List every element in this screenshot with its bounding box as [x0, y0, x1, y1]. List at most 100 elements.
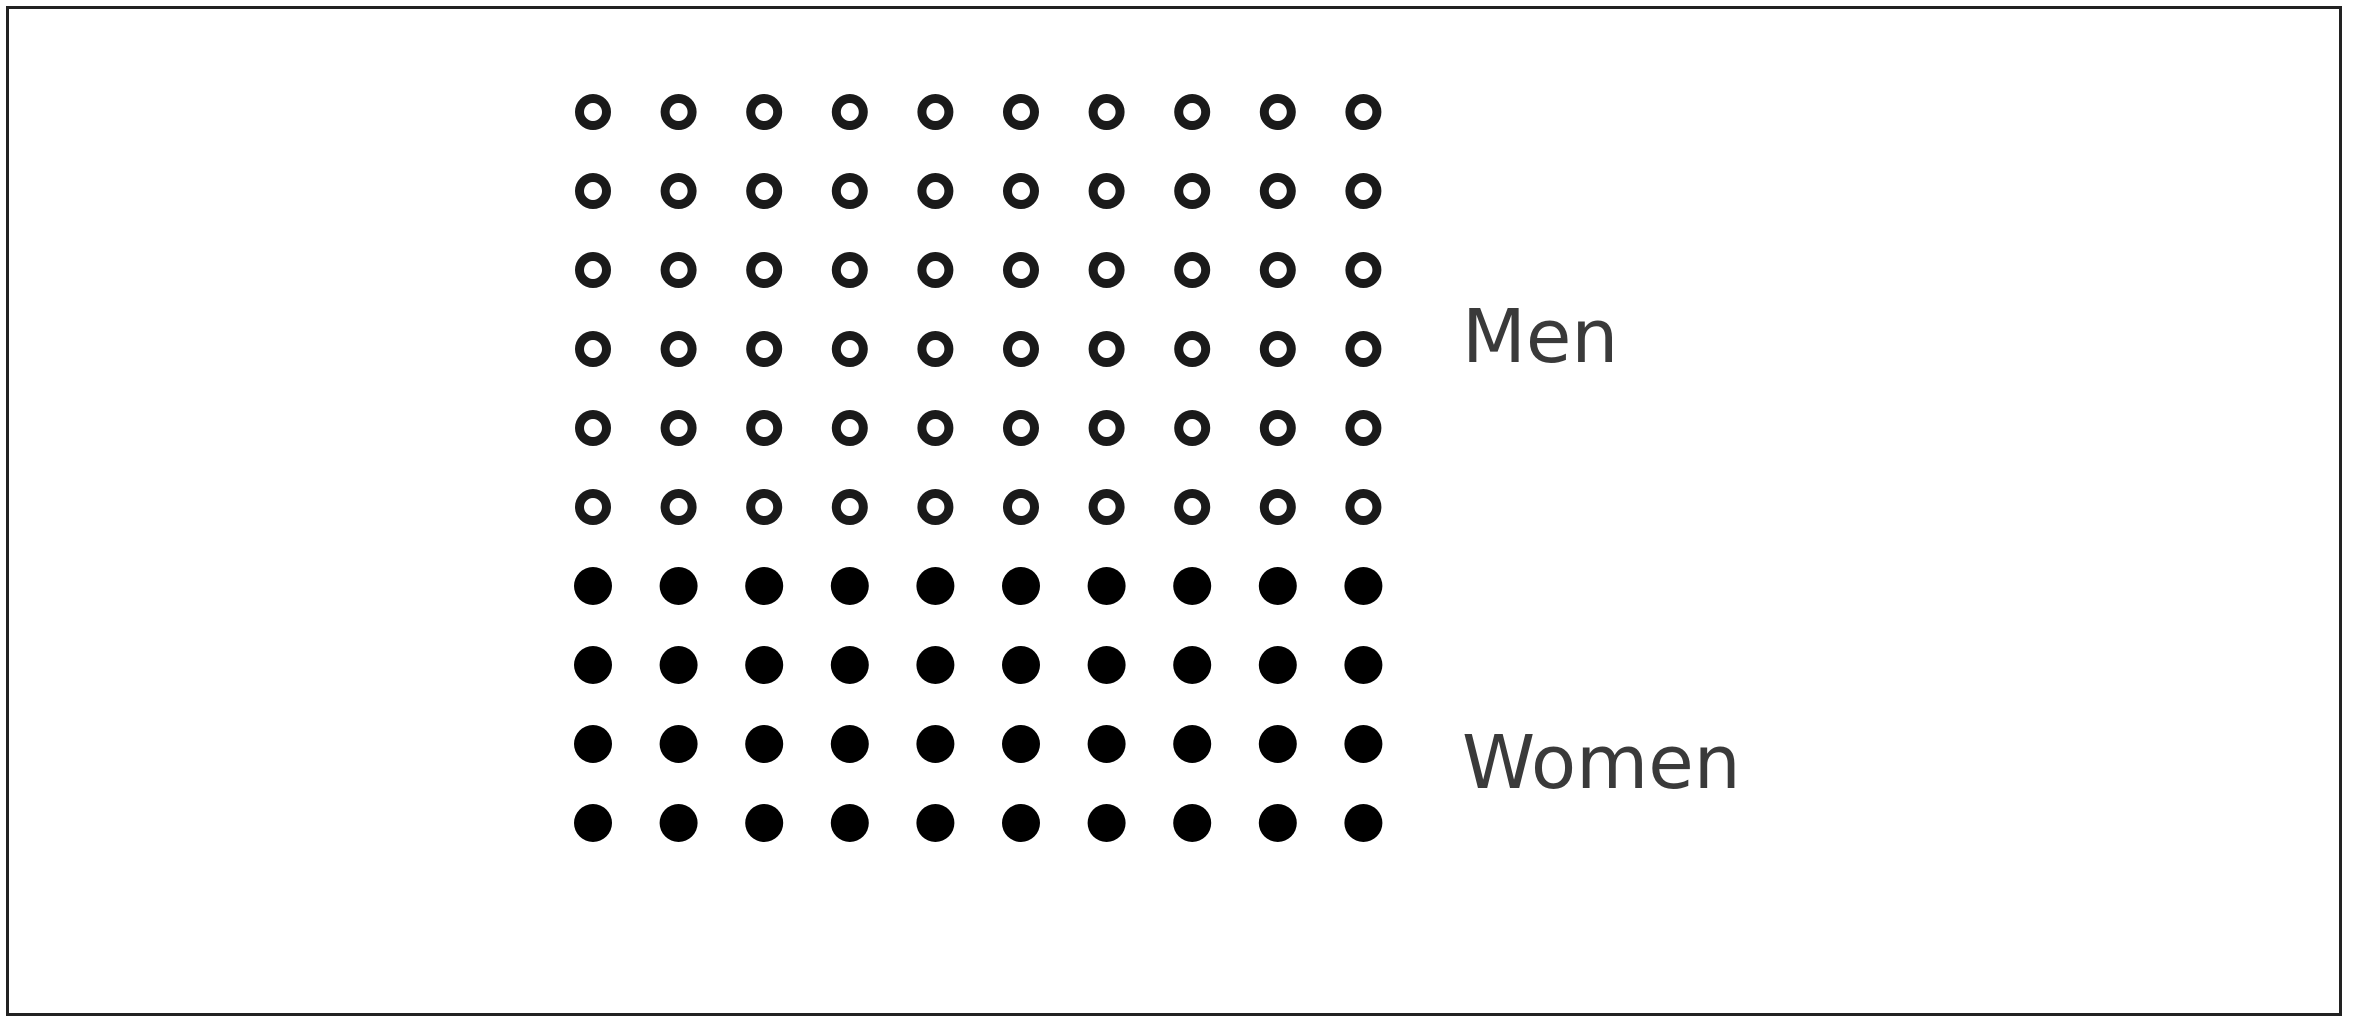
dot-women-r10-c7: [1087, 804, 1126, 842]
dot-women-r7-c5: [916, 567, 955, 605]
dot-women-r8-c8: [1173, 646, 1212, 684]
dot-men-r5-c2: [660, 410, 697, 446]
dot-women-r7-c6: [1002, 567, 1040, 605]
dot-men-r3-c3: [746, 252, 783, 288]
dot-women-r9-c9: [1258, 725, 1297, 763]
dot-women-r8-c3: [745, 646, 784, 684]
dot-men-r3-c5: [917, 252, 954, 288]
dot-men-r6-c7: [1088, 489, 1125, 525]
dot-men-r2-c6: [1003, 173, 1039, 209]
dot-women-r10-c4: [830, 804, 869, 842]
dot-men-r3-c6: [1003, 252, 1039, 288]
dot-men-r3-c8: [1174, 252, 1211, 288]
dot-men-r4-c2: [660, 331, 697, 367]
dot-women-r10-c9: [1258, 804, 1297, 842]
dot-men-r6-c10: [1345, 489, 1382, 525]
dot-men-r3-c10: [1345, 252, 1382, 288]
dot-men-r1-c3: [746, 94, 783, 130]
dot-women-r8-c10: [1344, 646, 1383, 684]
dot-women-r7-c1: [574, 567, 612, 605]
dot-women-r8-c1: [574, 646, 612, 684]
legend-label-men: Men: [1462, 294, 1618, 380]
dot-men-r6-c2: [660, 489, 697, 525]
dot-women-r9-c7: [1087, 725, 1126, 763]
dot-women-r9-c1: [574, 725, 612, 763]
dot-men-r5-c5: [917, 410, 954, 446]
dot-men-r1-c1: [575, 94, 611, 130]
dot-men-r2-c9: [1259, 173, 1296, 209]
dot-women-r9-c5: [916, 725, 955, 763]
dot-women-r10-c2: [659, 804, 698, 842]
dot-men-r2-c7: [1088, 173, 1125, 209]
dot-men-r1-c8: [1174, 94, 1211, 130]
dot-men-r6-c9: [1259, 489, 1296, 525]
dot-men-r4-c3: [746, 331, 783, 367]
dot-men-r6-c3: [746, 489, 783, 525]
dot-men-r1-c6: [1003, 94, 1039, 130]
dot-women-r7-c8: [1173, 567, 1212, 605]
dot-women-r7-c9: [1258, 567, 1297, 605]
dot-men-r5-c1: [575, 410, 611, 446]
dot-women-r9-c4: [830, 725, 869, 763]
dot-women-r10-c5: [916, 804, 955, 842]
dot-women-r7-c2: [659, 567, 698, 605]
dot-men-r4-c7: [1088, 331, 1125, 367]
dot-men-r6-c5: [917, 489, 954, 525]
dot-men-r6-c6: [1003, 489, 1039, 525]
dot-men-r3-c4: [831, 252, 868, 288]
dot-men-r6-c8: [1174, 489, 1211, 525]
dot-women-r10-c8: [1173, 804, 1212, 842]
dot-men-r2-c4: [831, 173, 868, 209]
dot-men-r3-c9: [1259, 252, 1296, 288]
legend-label-women: Women: [1462, 720, 1741, 806]
dot-men-r2-c2: [660, 173, 697, 209]
dot-men-r4-c6: [1003, 331, 1039, 367]
dot-men-r1-c7: [1088, 94, 1125, 130]
dot-men-r4-c10: [1345, 331, 1382, 367]
dot-grid: [574, 94, 1383, 842]
dot-women-r9-c10: [1344, 725, 1383, 763]
dot-women-r8-c2: [659, 646, 698, 684]
dot-men-r6-c1: [575, 489, 611, 525]
dot-men-r1-c2: [660, 94, 697, 130]
dot-men-r5-c4: [831, 410, 868, 446]
dot-women-r7-c7: [1087, 567, 1126, 605]
dot-women-r7-c3: [745, 567, 784, 605]
dot-men-r5-c7: [1088, 410, 1125, 446]
dot-men-r3-c7: [1088, 252, 1125, 288]
dot-women-r7-c4: [830, 567, 869, 605]
dot-women-r10-c3: [745, 804, 784, 842]
dot-men-r1-c9: [1259, 94, 1296, 130]
dot-men-r4-c5: [917, 331, 954, 367]
dot-men-r4-c9: [1259, 331, 1296, 367]
dot-men-r2-c3: [746, 173, 783, 209]
dot-women-r8-c4: [830, 646, 869, 684]
dot-men-r1-c5: [917, 94, 954, 130]
dot-women-r8-c5: [916, 646, 955, 684]
dot-women-r10-c10: [1344, 804, 1383, 842]
dot-men-r1-c10: [1345, 94, 1382, 130]
dot-women-r8-c9: [1258, 646, 1297, 684]
dot-men-r6-c4: [831, 489, 868, 525]
dot-men-r4-c8: [1174, 331, 1211, 367]
dot-women-r9-c8: [1173, 725, 1212, 763]
dot-women-r10-c1: [574, 804, 612, 842]
dot-men-r4-c4: [831, 331, 868, 367]
dot-men-r4-c1: [575, 331, 611, 367]
dot-men-r2-c1: [575, 173, 611, 209]
chart-frame: [6, 6, 2342, 1016]
dot-women-r9-c2: [659, 725, 698, 763]
dot-men-r2-c8: [1174, 173, 1211, 209]
dot-women-r8-c6: [1002, 646, 1040, 684]
dot-men-r2-c10: [1345, 173, 1382, 209]
dot-women-r9-c3: [745, 725, 784, 763]
dot-women-r8-c7: [1087, 646, 1126, 684]
dot-women-r7-c10: [1344, 567, 1383, 605]
dot-men-r5-c3: [746, 410, 783, 446]
dot-men-r5-c8: [1174, 410, 1211, 446]
dot-men-r3-c1: [575, 252, 611, 288]
dot-men-r2-c5: [917, 173, 954, 209]
dot-men-r5-c6: [1003, 410, 1039, 446]
dot-men-r3-c2: [660, 252, 697, 288]
